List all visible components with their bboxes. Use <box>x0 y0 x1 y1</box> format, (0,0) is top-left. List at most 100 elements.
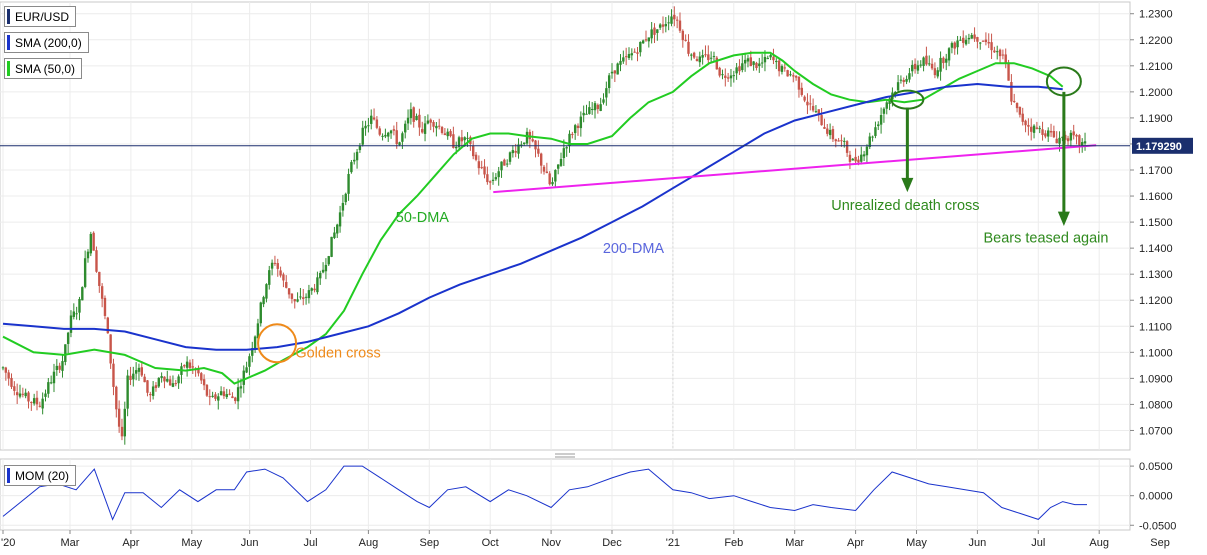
legend-swatch-mom <box>7 468 10 483</box>
candle-body <box>222 391 226 397</box>
candle-body <box>219 391 223 396</box>
bears-label: Bears teased again <box>983 231 1108 247</box>
main-panel <box>0 1 1131 451</box>
candle-body <box>1001 54 1005 56</box>
x-tick-label: Mar <box>61 537 80 549</box>
legend-swatch-sma50 <box>7 61 10 76</box>
candle-body <box>302 297 305 299</box>
candle-body <box>981 40 985 42</box>
candle-body <box>925 55 928 65</box>
candle-body <box>166 378 169 382</box>
candle-body <box>726 77 730 79</box>
candle-body <box>593 103 597 111</box>
candle-body <box>30 402 33 404</box>
candle-body <box>616 63 619 75</box>
candle-body <box>140 367 143 376</box>
x-tick-label: Jun <box>969 537 987 549</box>
candle-body <box>355 151 359 161</box>
legend-sma50[interactable]: SMA (50,0) <box>4 58 83 79</box>
candle-body <box>287 288 291 295</box>
x-tick-label: Feb <box>724 537 743 549</box>
candle-body <box>724 75 727 78</box>
candle-body <box>270 262 274 269</box>
candle-body <box>585 113 588 115</box>
candle-body <box>457 137 461 148</box>
candle-body <box>338 212 342 227</box>
candle-body <box>401 133 404 142</box>
candle-body <box>579 116 583 129</box>
candle-body <box>590 108 594 110</box>
candle-body <box>1030 126 1033 132</box>
candle-body <box>440 127 444 133</box>
candle-body <box>47 382 50 394</box>
candle-body <box>452 134 455 148</box>
candle-body <box>304 296 308 298</box>
mom-tick-label: 0.0500 <box>1139 461 1173 473</box>
candle-body <box>610 71 614 74</box>
candle-body <box>882 108 886 114</box>
candle-body <box>775 60 778 63</box>
candle-body <box>324 264 328 272</box>
candle-body <box>729 75 733 79</box>
candle-body <box>964 39 968 45</box>
y-tick-label: 1.1000 <box>1139 347 1173 359</box>
candle-body <box>353 159 356 162</box>
candle-body <box>928 63 931 65</box>
candle-body <box>86 251 90 259</box>
candle-body <box>930 63 934 69</box>
candle-body <box>293 299 296 302</box>
candle-body <box>435 125 438 129</box>
candle-body <box>259 302 262 324</box>
candle-body <box>364 125 367 129</box>
candle-body <box>641 40 645 44</box>
candle-body <box>1004 54 1007 64</box>
y-tick-label: 1.0700 <box>1139 425 1173 437</box>
y-tick-label: 1.1600 <box>1139 191 1173 203</box>
candle-body <box>800 87 803 95</box>
candle-body <box>1024 120 1027 126</box>
candle-body <box>749 57 752 67</box>
candle-body <box>840 140 843 142</box>
candle-body <box>146 380 149 393</box>
candle-body <box>151 386 155 396</box>
candle-body <box>511 150 515 154</box>
candle-body <box>505 163 509 165</box>
candle-body <box>251 348 254 356</box>
candle-body <box>1061 136 1064 138</box>
candle-body <box>1058 137 1061 144</box>
candle-body <box>1041 129 1044 135</box>
legend-main[interactable]: EUR/USD <box>4 6 77 27</box>
chart-axes: 1.0700 1.0800 1.0900 1.1000 1.1100 1.1200 1.13… <box>1 9 1193 549</box>
sma50-line <box>2 51 1064 385</box>
candle-body <box>225 394 228 398</box>
candle-body <box>1027 124 1030 127</box>
candle-body <box>262 297 265 305</box>
mom-tick-label: 0.0000 <box>1139 491 1173 503</box>
candle-body <box>83 258 87 287</box>
candle-body <box>361 127 364 145</box>
candle-body <box>489 181 492 183</box>
candle-body <box>231 396 234 399</box>
y-tick-label: 1.0800 <box>1139 399 1173 411</box>
candle-body <box>525 131 529 144</box>
legend-sma200-label: SMA (200,0) <box>15 36 82 50</box>
candle-body <box>959 39 962 41</box>
candle-body <box>197 368 200 374</box>
candle-body <box>1035 127 1039 129</box>
candle-body <box>746 58 750 62</box>
candle-body <box>268 270 271 285</box>
golden-cross-label: Golden cross <box>295 345 380 361</box>
candle-body <box>987 42 990 44</box>
candle-body <box>52 371 56 384</box>
candle-body <box>639 41 642 53</box>
candle-body <box>1049 131 1053 133</box>
x-tick-label: Apr <box>847 537 864 549</box>
candle-body <box>809 103 812 105</box>
legend-sma200[interactable]: SMA (200,0) <box>4 32 89 53</box>
candle-body <box>375 119 379 128</box>
candle-body <box>500 161 503 171</box>
candle-body <box>658 24 662 28</box>
candle-body <box>695 59 699 61</box>
candle-body <box>32 398 36 404</box>
legend-mom[interactable]: MOM (20) <box>4 465 76 486</box>
